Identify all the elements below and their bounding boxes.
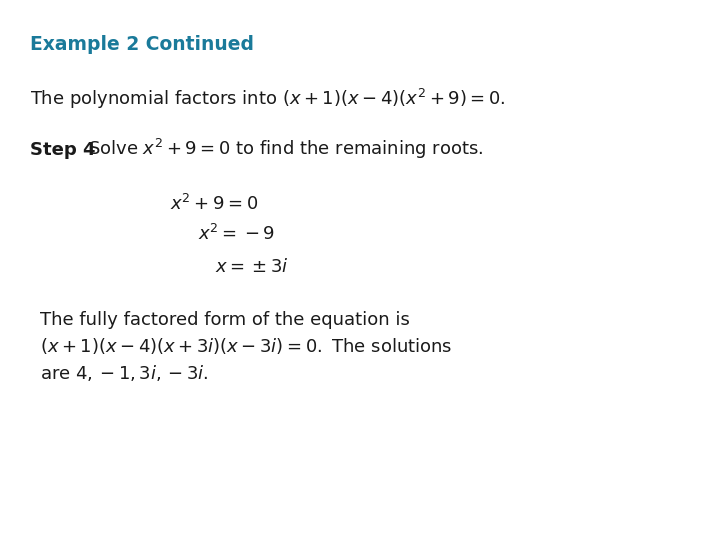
Text: The polynomial factors into $(x + 1)(x - 4)(x^{2} + 9) = 0.$: The polynomial factors into $(x + 1)(x -…	[30, 87, 505, 111]
Text: $x^{2} + 9 = 0$: $x^{2} + 9 = 0$	[170, 194, 258, 214]
Text: $x = \pm3i$: $x = \pm3i$	[215, 258, 289, 276]
Text: are $4, -1, 3i, -3i.$: are $4, -1, 3i, -3i.$	[40, 363, 209, 383]
Text: $(x + 1)(x - 4)(x + 3i)(x - 3i) = 0.$ The solutions: $(x + 1)(x - 4)(x + 3i)(x - 3i) = 0.$ Th…	[40, 336, 452, 356]
Text: Example 2 Continued: Example 2 Continued	[30, 35, 254, 54]
Text: The fully factored form of the equation is: The fully factored form of the equation …	[40, 311, 410, 329]
Text: Step 4: Step 4	[30, 141, 96, 159]
Text: $x^{2} = -9$: $x^{2} = -9$	[198, 224, 275, 244]
Text: Solve $x^{2} + 9 = 0$ to find the remaining roots.: Solve $x^{2} + 9 = 0$ to find the remain…	[88, 137, 483, 161]
